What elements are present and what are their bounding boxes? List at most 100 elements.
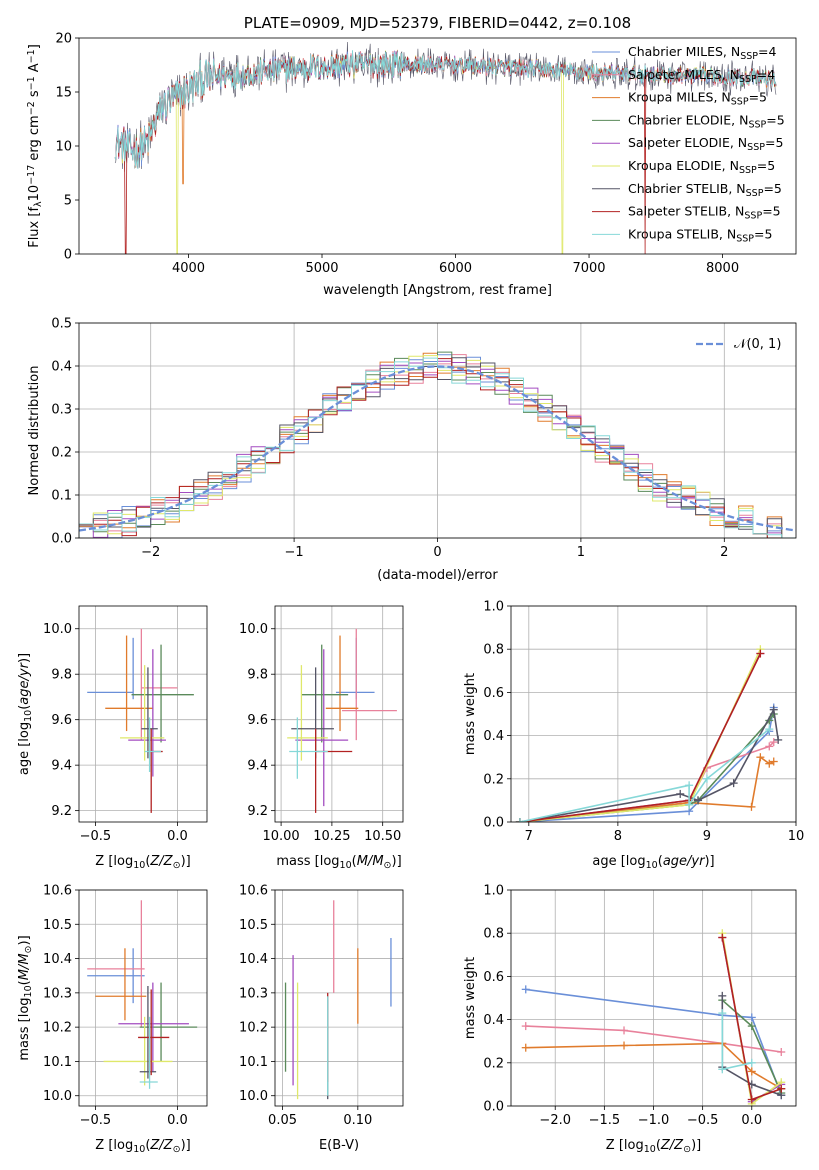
x-tick-label: 9: [703, 829, 711, 844]
x-tick-label: −0.5: [80, 829, 112, 844]
y-tick-label: 0.4: [483, 729, 504, 744]
y-tick-label: 0.2: [483, 1056, 504, 1071]
plus-marker: [676, 789, 685, 798]
plus-marker: [694, 796, 703, 805]
plus-marker: [620, 1041, 629, 1050]
plot-weight_vs_age: 7 8 9 10 0.0 0.2 0.4 0.6 0.8 1.0 age [log10(age/yr…: [463, 600, 804, 871]
plus-marker: [521, 1022, 530, 1031]
y-tick-label: 10.5: [43, 918, 72, 933]
plot-area: [284, 900, 392, 1100]
weight-line: [525, 1025, 782, 1053]
x-tick-label: −2: [141, 545, 160, 560]
y-tick-label: 0.8: [483, 643, 504, 658]
y-tick-label: 10.4: [239, 952, 268, 967]
plus-marker: [521, 1043, 530, 1052]
errorbar: [128, 649, 166, 777]
x-tick-label: 0.0: [167, 829, 188, 844]
x-tick-label: 8: [614, 829, 622, 844]
plot-area: [114, 41, 777, 254]
y-tick-label: 9.4: [51, 759, 72, 774]
ticks: −2.0 −1.5 −1.0 −0.5 0.0 0.0 0.2 0.4 0.6 0.8 1.0: [483, 884, 762, 1129]
plus-marker: [765, 759, 774, 768]
legend-label: Kroupa MILES, NSSP=5: [628, 90, 767, 108]
x-tick-label: 0: [433, 545, 441, 560]
x-tick-label: 7000: [572, 261, 605, 276]
weight-line: [519, 707, 779, 822]
y-tick-label: 9.2: [247, 804, 268, 819]
plus-marker: [769, 757, 778, 766]
y-tick-label: 0.5: [51, 317, 72, 332]
plot-area: [521, 929, 786, 1106]
errorbar: [87, 637, 134, 700]
plus-marker: [777, 1048, 786, 1056]
x-tick-label: 7: [525, 829, 533, 844]
x-tick-label: 0.0: [167, 1113, 188, 1128]
x-tick-label: 5000: [305, 261, 338, 276]
y-axis-label: Normed distribution: [27, 366, 42, 496]
plus-marker: [756, 649, 765, 658]
y-tick-label: 10.1: [43, 1055, 72, 1070]
plot-area: [87, 900, 198, 1089]
y-tick-label: 0.0: [483, 1100, 504, 1115]
errorbar: [87, 900, 145, 1028]
plot-area: [87, 628, 194, 813]
errorbar: [139, 1016, 158, 1089]
errorbar: [301, 644, 349, 743]
plus-marker: [729, 779, 738, 788]
y-tick-label: 9.8: [247, 668, 268, 683]
errorbar: [131, 644, 194, 743]
ticks: 7 8 9 10 0.0 0.2 0.4 0.6 0.8 1.0: [483, 600, 804, 845]
y-tick-label: 10.3: [239, 986, 268, 1001]
y-tick-label: 10.0: [239, 1089, 268, 1104]
plus-marker: [718, 1065, 727, 1074]
y-tick-label: 9.2: [51, 804, 72, 819]
x-tick-label: 2: [720, 545, 728, 560]
weight-line: [519, 741, 775, 822]
x-tick-label: −0.5: [80, 1113, 112, 1128]
x-tick-label: 0.0: [741, 1113, 762, 1128]
x-tick-label: 10.00: [262, 829, 299, 844]
plus-marker: [756, 753, 765, 762]
plus-marker: [685, 781, 694, 790]
ticks: 4000 5000 6000 7000 8000 0 5 10 15 20: [55, 32, 739, 277]
x-tick-label: 0.10: [343, 1113, 372, 1128]
y-tick-label: 10.1: [239, 1055, 268, 1070]
errorbar: [287, 665, 328, 761]
y-tick-label: 0.8: [483, 927, 504, 942]
x-tick-label: 10.25: [313, 829, 350, 844]
errorbar: [139, 986, 157, 1079]
grid: [275, 889, 403, 1106]
errorbar: [95, 948, 147, 1021]
plot-area: [515, 645, 783, 822]
x-tick-label: 0.05: [268, 1113, 297, 1128]
plus-marker: [718, 933, 727, 942]
y-tick-label: 10.6: [239, 884, 268, 899]
y-tick-label: 1.0: [483, 600, 504, 615]
plot-spectrum: 4000 5000 6000 7000 8000 0 5 10 15 20 PLATE=0909, …: [26, 14, 797, 298]
plot-age_vs_Z: −0.5 0.0 9.2 9.4 9.6 9.8 10.0 Z [log10(Z/Z⊙)] ag…: [17, 605, 208, 871]
errorbar: [335, 637, 375, 700]
x-tick-label: −1: [285, 545, 304, 560]
legend-label: Chabrier ELODIE, NSSP=5: [628, 112, 785, 129]
plot-area: [287, 628, 397, 813]
y-tick-label: 0.4: [483, 1013, 504, 1028]
plus-marker: [765, 742, 774, 751]
y-tick-label: 1.0: [483, 884, 504, 899]
y-tick-label: 10.3: [43, 986, 72, 1001]
x-axis-label: E(B-V): [319, 1138, 359, 1153]
plot-residuals: −2 −1 0 1 2 0.0 0.1 0.2 0.3 0.4 0.5 (data-model)/er…: [27, 317, 797, 583]
y-tick-label: 10.0: [43, 622, 72, 637]
y-tick-label: 9.6: [247, 713, 268, 728]
y-tick-label: 5: [64, 194, 72, 209]
x-axis-label: (data-model)/error: [377, 568, 498, 583]
legend-label: Kroupa STELIB, NSSP=5: [628, 226, 772, 244]
axes-frame: [78, 889, 208, 1107]
y-tick-label: 10: [55, 140, 72, 155]
y-tick-label: 0.4: [51, 360, 72, 375]
y-tick-label: 0.0: [51, 532, 72, 547]
y-axis-label: age [log10(age/yr)]: [17, 653, 34, 775]
plot-area: [79, 351, 796, 538]
plot-age_vs_mass: 10.00 10.25 10.50 9.2 9.4 9.6 9.8 10.0 mass [log…: [239, 605, 404, 871]
ticks: 0.05 0.10 10.0 10.1 10.2 10.3 10.4 10.5 10.6: [239, 884, 372, 1129]
